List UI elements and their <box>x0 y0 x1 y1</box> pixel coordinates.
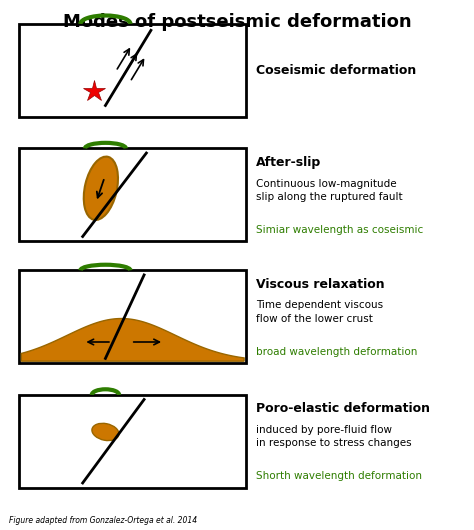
Text: Time dependent viscous
flow of the lower crust: Time dependent viscous flow of the lower… <box>256 301 383 324</box>
Text: Figure adapted from Gonzalez-Ortega et al. 2014: Figure adapted from Gonzalez-Ortega et a… <box>9 516 198 525</box>
Bar <box>19 395 246 488</box>
Text: induced by pore-fluid flow
in response to stress changes: induced by pore-fluid flow in response t… <box>256 425 411 448</box>
Ellipse shape <box>92 423 119 440</box>
Text: After-slip: After-slip <box>256 156 321 169</box>
Text: Coseismic deformation: Coseismic deformation <box>256 64 416 77</box>
Text: broad wavelength deformation: broad wavelength deformation <box>256 347 417 357</box>
Text: Simiar wavelength as coseismic: Simiar wavelength as coseismic <box>256 225 423 235</box>
Text: Shorth wavelength deformation: Shorth wavelength deformation <box>256 472 422 481</box>
Text: Modes of postseismic deformation: Modes of postseismic deformation <box>63 13 411 31</box>
Text: Viscous relaxation: Viscous relaxation <box>256 278 384 291</box>
Polygon shape <box>21 319 244 361</box>
Text: Poro-elastic deformation: Poro-elastic deformation <box>256 402 430 416</box>
Bar <box>19 148 246 241</box>
Text: Continuous low-magnitude
slip along the ruptured fault: Continuous low-magnitude slip along the … <box>256 179 402 202</box>
Bar <box>19 270 246 363</box>
Ellipse shape <box>84 156 118 220</box>
Bar <box>19 24 246 117</box>
